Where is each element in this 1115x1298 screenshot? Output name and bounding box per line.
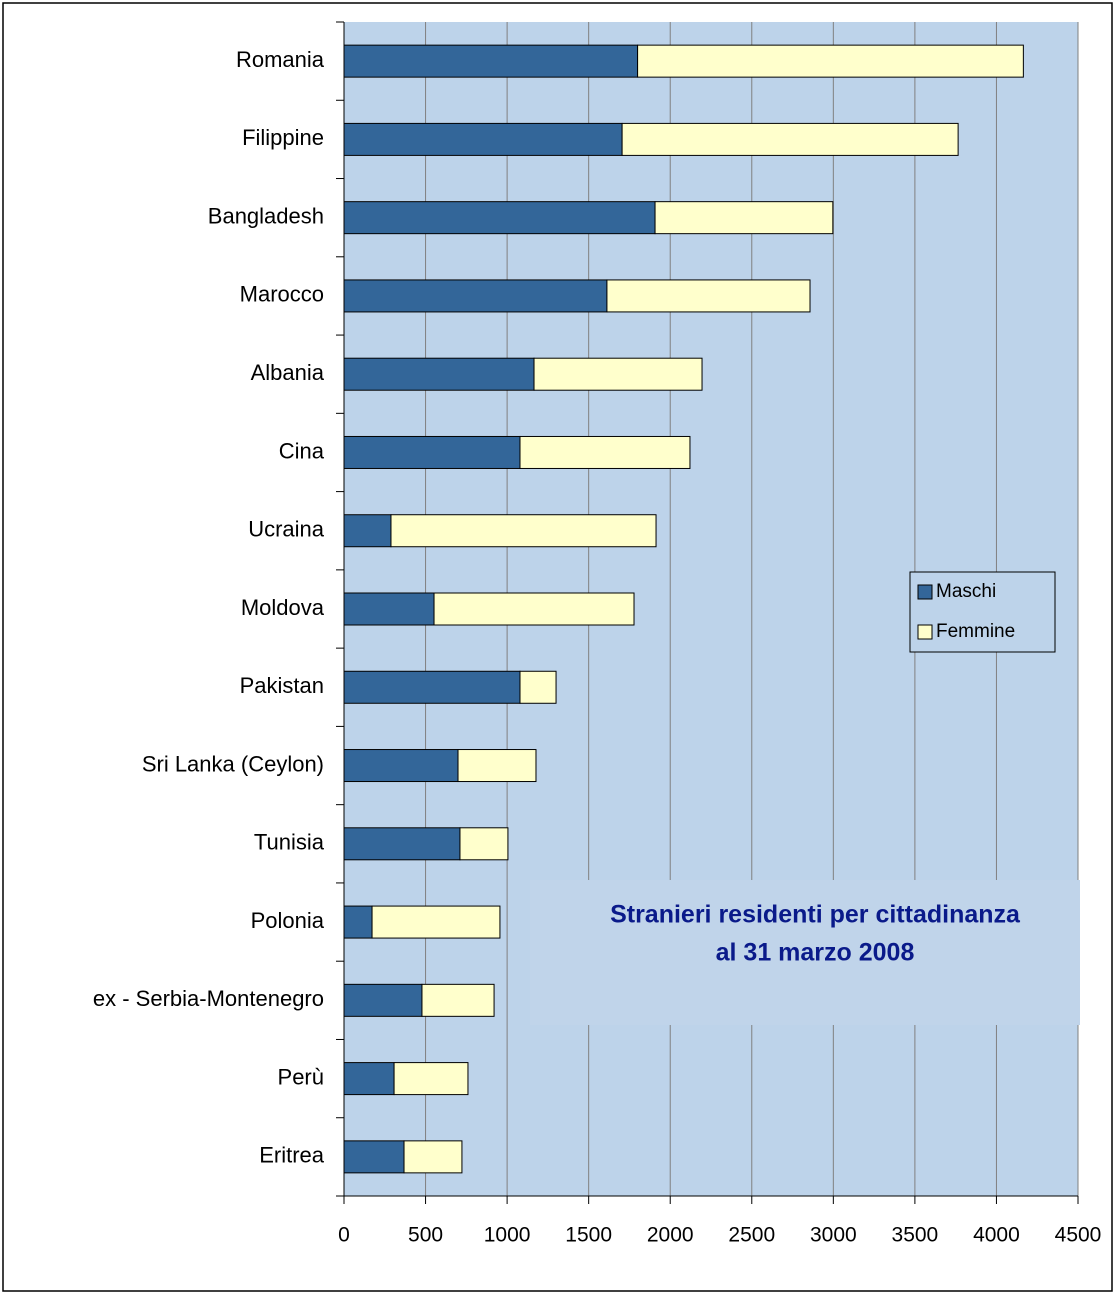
y-tick-label: Moldova <box>241 595 325 620</box>
y-tick-label: Perù <box>278 1064 324 1089</box>
title-box <box>530 880 1080 1025</box>
bar-segment <box>654 201 834 235</box>
bar-segment <box>343 201 656 235</box>
chart-title: Stranieri residenti per cittadinanza <box>610 901 1021 929</box>
bar-segment <box>343 357 535 391</box>
y-tick-label: Tunisia <box>254 830 325 855</box>
x-tick-label: 1500 <box>565 1224 612 1247</box>
x-tick-label: 4500 <box>1055 1224 1102 1247</box>
x-tick-label: 3000 <box>810 1224 857 1247</box>
bar-segment <box>343 122 623 156</box>
x-tick-label: 1000 <box>484 1224 531 1247</box>
bar-segment <box>457 749 537 783</box>
bar-segment <box>519 435 691 469</box>
legend-swatch <box>917 624 933 640</box>
bar-segment <box>433 592 635 626</box>
bar-segment <box>393 1062 469 1096</box>
y-tick-label: Ucraina <box>248 517 325 542</box>
legend-label: Maschi <box>936 581 996 602</box>
bar-segment <box>343 279 608 313</box>
y-tick-label: Pakistan <box>240 673 324 698</box>
bar-segment <box>343 435 521 469</box>
x-tick-label: 3500 <box>892 1224 939 1247</box>
bar-segment <box>343 983 423 1017</box>
legend-box <box>909 571 1056 653</box>
bar-segment <box>343 827 461 861</box>
bar-segment <box>459 827 509 861</box>
bar-segment <box>343 1140 405 1174</box>
bar-segment <box>421 983 495 1017</box>
x-tick-label: 4000 <box>973 1224 1020 1247</box>
bar-segment <box>343 44 639 78</box>
bar-segment <box>637 44 1024 78</box>
bar-segment <box>606 279 811 313</box>
bar-segment <box>343 514 392 548</box>
chart-subtitle: al 31 marzo 2008 <box>716 939 915 967</box>
y-tick-label: ex - Serbia-Montenegro <box>93 986 324 1011</box>
bar-segment <box>343 749 459 783</box>
y-tick-label: Polonia <box>251 908 325 933</box>
x-tick-label: 0 <box>338 1224 350 1247</box>
x-tick-label: 2000 <box>647 1224 694 1247</box>
legend-label: Femmine <box>936 621 1015 642</box>
bar-segment <box>519 670 557 704</box>
y-tick-label: Marocco <box>240 282 324 307</box>
bar-segment <box>621 122 959 156</box>
y-tick-label: Sri Lanka (Ceylon) <box>142 751 324 776</box>
y-tick-label: Romania <box>236 47 325 72</box>
y-tick-label: Filippine <box>242 125 324 150</box>
bar-segment <box>390 514 657 548</box>
bar-segment <box>533 357 703 391</box>
bar-segment <box>343 670 521 704</box>
y-tick-label: Cina <box>279 438 325 463</box>
bar-segment <box>343 905 373 939</box>
y-tick-label: Eritrea <box>259 1143 325 1168</box>
bar-segment <box>343 1062 395 1096</box>
legend-swatch <box>917 584 933 600</box>
bar-segment <box>371 905 501 939</box>
y-tick-label: Bangladesh <box>208 203 324 228</box>
bar-segment <box>343 592 435 626</box>
bar-segment <box>403 1140 463 1174</box>
x-tick-label: 2500 <box>728 1224 775 1247</box>
y-tick-label: Albania <box>251 360 325 385</box>
x-tick-label: 500 <box>408 1224 443 1247</box>
